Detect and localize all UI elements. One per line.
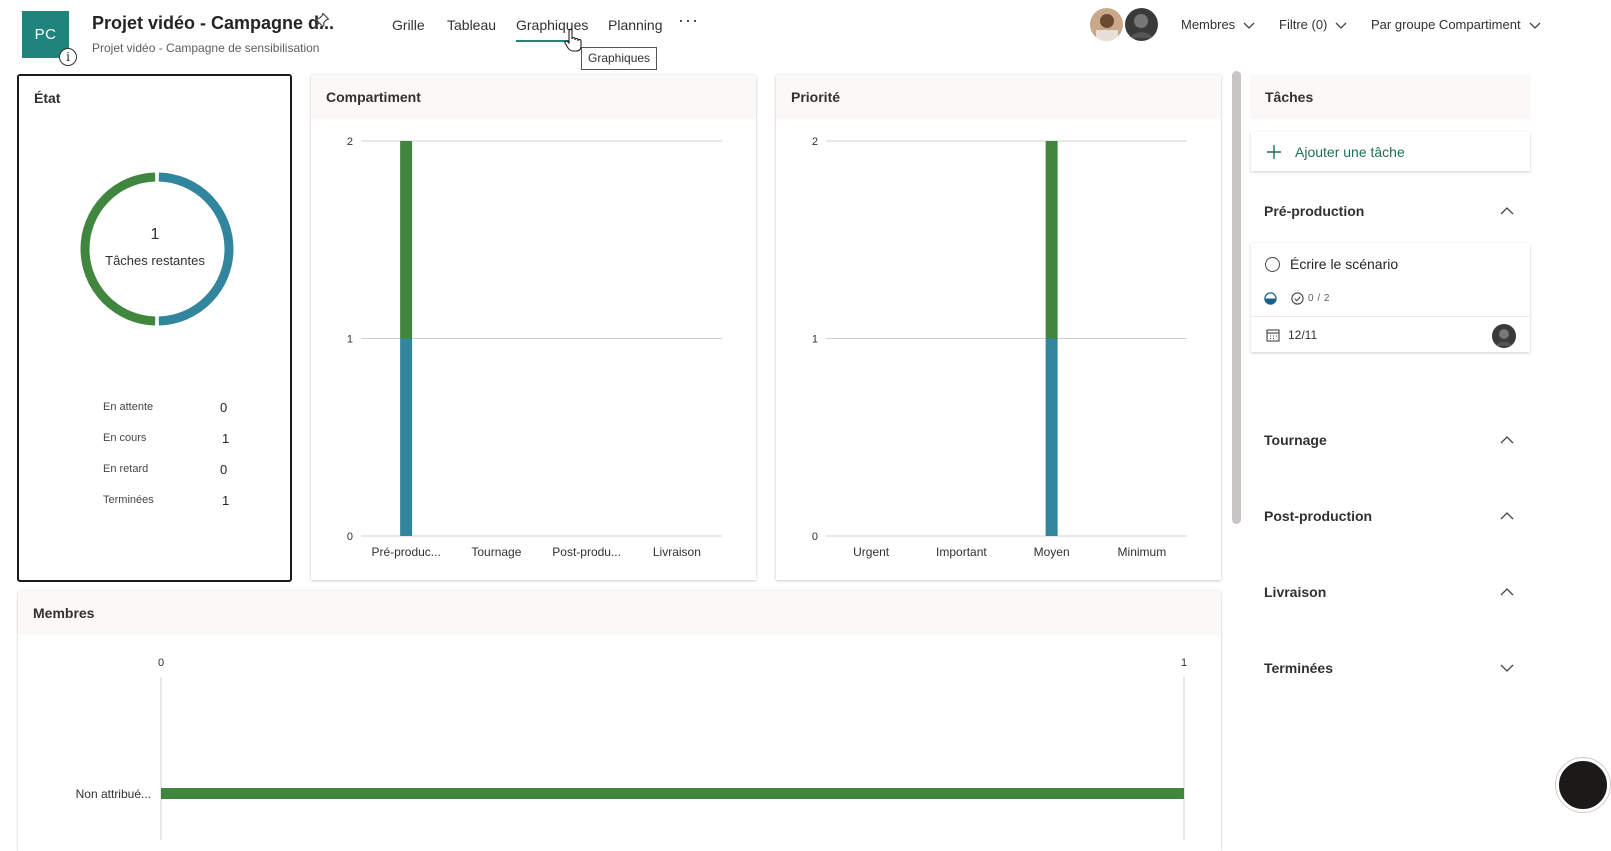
priorite-title: Priorité bbox=[776, 75, 1221, 119]
y-tick-label: 0 bbox=[347, 531, 353, 543]
filter-label: Filtre (0) bbox=[1279, 17, 1328, 32]
membres-card: Membres bbox=[18, 591, 1221, 851]
chevron-up-icon[interactable] bbox=[1500, 433, 1514, 447]
filter-dropdown[interactable]: Filtre (0) bbox=[1279, 17, 1347, 32]
plan-title: Projet vidéo - Campagne d... bbox=[92, 13, 335, 33]
x-tick-label: 0 bbox=[158, 657, 164, 669]
chevron-down-icon bbox=[1243, 22, 1255, 29]
donut-segment-completed bbox=[80, 172, 156, 326]
task-title: Écrire le scénario bbox=[1290, 256, 1399, 272]
chevron-up-icon[interactable] bbox=[1500, 204, 1514, 218]
stat-value: 0 bbox=[220, 400, 228, 415]
x-tick-label: Minimum bbox=[1118, 545, 1167, 559]
bucket-header[interactable]: Tournage bbox=[1264, 432, 1327, 448]
x-tick-label: Tournage bbox=[471, 545, 521, 559]
y-tick-label: 0 bbox=[812, 531, 818, 543]
assignee-avatar[interactable] bbox=[1492, 324, 1516, 348]
bucket-header[interactable]: Post-production bbox=[1264, 508, 1373, 524]
due-date: 12/11 bbox=[1288, 328, 1318, 342]
progress-in-progress-icon bbox=[1264, 292, 1277, 305]
chevron-down-icon[interactable] bbox=[1500, 661, 1514, 675]
stat-value: 0 bbox=[220, 462, 228, 477]
divider bbox=[1251, 316, 1530, 317]
tasks-panel-title: Tâches bbox=[1250, 75, 1531, 119]
pin-icon[interactable] bbox=[312, 12, 330, 30]
bar-segment bbox=[400, 141, 413, 339]
members-label: Membres bbox=[1181, 17, 1236, 32]
group-by-dropdown[interactable]: Par groupe Compartiment bbox=[1371, 17, 1541, 32]
bucket-header[interactable]: Livraison bbox=[1264, 584, 1327, 600]
chevron-up-icon[interactable] bbox=[1500, 585, 1514, 599]
add-task-label: Ajouter une tâche bbox=[1295, 143, 1405, 160]
x-tick-label: Urgent bbox=[853, 545, 890, 559]
floating-action-button[interactable] bbox=[1556, 758, 1610, 812]
add-task-button[interactable]: Ajouter une tâche bbox=[1251, 132, 1530, 171]
chevron-up-icon[interactable] bbox=[1500, 509, 1514, 523]
x-tick-label: 1 bbox=[1181, 657, 1187, 669]
y-tick-label: Non attribué... bbox=[76, 787, 151, 801]
remaining-count: 1 bbox=[150, 226, 160, 243]
membres-chart: 0 1 Non attribué... bbox=[76, 657, 1187, 840]
stat-value: 1 bbox=[222, 431, 230, 446]
compartiment-chart: 0 1 2 Pré-produc... Tournage Post-produ... Liv… bbox=[347, 136, 722, 559]
more-options-icon[interactable]: ··· bbox=[678, 10, 699, 30]
bucket-header[interactable]: Pré-production bbox=[1264, 203, 1365, 219]
checklist-icon bbox=[1291, 292, 1304, 305]
bar-segment bbox=[1045, 141, 1058, 339]
stat-label: En attente bbox=[103, 401, 154, 413]
plan-subtitle: Projet vidéo - Campagne de sensibilisati… bbox=[92, 41, 320, 55]
x-tick-label: Livraison bbox=[653, 545, 701, 559]
stat-value: 1 bbox=[222, 493, 230, 508]
avatar[interactable] bbox=[1090, 8, 1123, 41]
task-card[interactable]: Écrire le scénario 0 / 2 12/11 bbox=[1251, 243, 1530, 352]
priorite-chart: 0 1 2 Urgent Important Moyen Minimum bbox=[812, 136, 1187, 559]
avatar[interactable] bbox=[1125, 8, 1158, 41]
compartiment-card: Compartiment bbox=[311, 75, 756, 580]
tooltip: Graphiques bbox=[581, 47, 658, 70]
bar-segment bbox=[400, 338, 413, 536]
etat-title: État bbox=[19, 76, 290, 120]
chevron-down-icon bbox=[1529, 22, 1541, 29]
priorite-card: Priorité bbox=[776, 75, 1221, 580]
y-tick-label: 1 bbox=[812, 334, 818, 346]
avatar-photo-icon bbox=[1090, 8, 1123, 41]
membres-title: Membres bbox=[18, 591, 1221, 635]
group-by-label: Par groupe Compartiment bbox=[1371, 17, 1521, 32]
bar-segment bbox=[1045, 338, 1058, 536]
x-tick-label: Moyen bbox=[1034, 545, 1070, 559]
calendar-icon bbox=[1266, 329, 1280, 342]
tab-tableau[interactable]: Tableau bbox=[447, 17, 497, 33]
stat-label: En retard bbox=[103, 463, 149, 475]
etat-card[interactable]: État 1 Tâches restantes En attente 0 En … bbox=[17, 74, 292, 582]
x-tick-label: Important bbox=[936, 545, 987, 559]
complete-task-checkbox[interactable] bbox=[1265, 257, 1280, 272]
status-donut-chart bbox=[80, 172, 234, 326]
stat-label: Terminées bbox=[103, 494, 154, 506]
stat-label: En cours bbox=[103, 432, 147, 444]
tab-grille[interactable]: Grille bbox=[392, 17, 425, 33]
active-tab-indicator bbox=[516, 40, 570, 42]
x-tick-label: Post-produ... bbox=[552, 545, 621, 559]
bar bbox=[161, 788, 1184, 799]
plan-logo[interactable]: PC bbox=[22, 11, 69, 58]
y-tick-label: 2 bbox=[347, 136, 353, 148]
bucket-header[interactable]: Terminées bbox=[1264, 660, 1333, 676]
info-icon[interactable]: i bbox=[59, 48, 77, 66]
compartiment-title: Compartiment bbox=[311, 75, 756, 119]
y-tick-label: 1 bbox=[347, 334, 353, 346]
chevron-down-icon bbox=[1335, 22, 1347, 29]
plus-icon bbox=[1267, 144, 1281, 159]
avatar-photo-icon bbox=[1492, 324, 1516, 348]
checklist-count: 0 / 2 bbox=[1308, 293, 1330, 304]
remaining-label: Tâches restantes bbox=[105, 253, 205, 268]
tab-planning[interactable]: Planning bbox=[608, 17, 663, 33]
donut-segment-in-progress bbox=[158, 172, 234, 326]
scrollbar[interactable] bbox=[1232, 71, 1241, 524]
x-tick-label: Pré-produc... bbox=[371, 545, 440, 559]
members-dropdown[interactable]: Membres bbox=[1181, 17, 1255, 32]
y-tick-label: 2 bbox=[812, 136, 818, 148]
avatar-photo-icon bbox=[1125, 8, 1158, 41]
hand-cursor-icon bbox=[564, 29, 582, 52]
